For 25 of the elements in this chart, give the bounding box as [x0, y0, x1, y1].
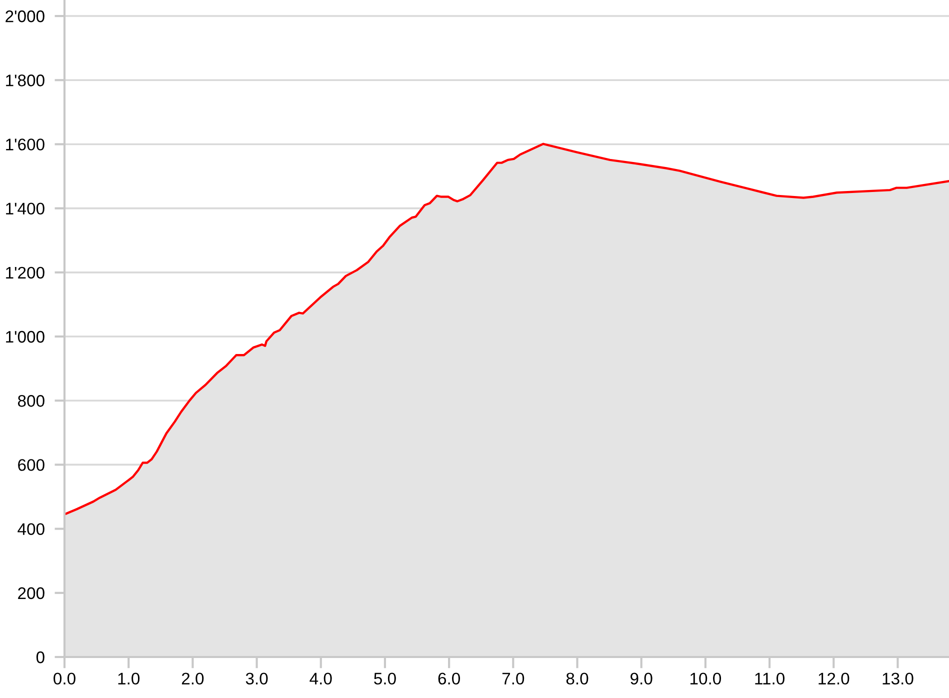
y-tick-label: 2'000 [6, 10, 44, 22]
x-tick-label: 11.0 [755, 672, 784, 685]
y-tick-label: 1'600 [6, 138, 44, 150]
y-tick-label: 800 [18, 395, 44, 407]
x-tick-label: 13.0 [882, 672, 914, 685]
y-tick-label: 600 [18, 459, 44, 471]
x-tick-label: 2.0 [182, 672, 204, 685]
y-tick-label: 0 [36, 651, 44, 664]
x-tick-label: 1.0 [118, 672, 140, 685]
x-tick-label: 7.0 [502, 672, 524, 685]
x-tick-label: 3.0 [246, 672, 268, 685]
x-tick-label: 12.0 [818, 672, 850, 685]
y-tick-label: 1'000 [6, 330, 44, 343]
y-tick-label: 1'800 [6, 74, 44, 86]
x-tick-label: 6.0 [438, 672, 460, 685]
x-tick-label: 8.0 [566, 672, 588, 685]
x-tick-label: 4.0 [310, 672, 332, 685]
x-tick-label: 5.0 [374, 672, 396, 685]
y-tick-label: 200 [18, 587, 44, 600]
x-tick-label: 10.0 [690, 672, 722, 685]
x-tick-label: 0.0 [54, 672, 76, 685]
x-tick-label: 9.0 [630, 672, 652, 685]
y-tick-label: 1'200 [6, 266, 44, 279]
y-tick-label: 1'400 [6, 202, 44, 215]
y-tick-label: 400 [18, 523, 44, 536]
